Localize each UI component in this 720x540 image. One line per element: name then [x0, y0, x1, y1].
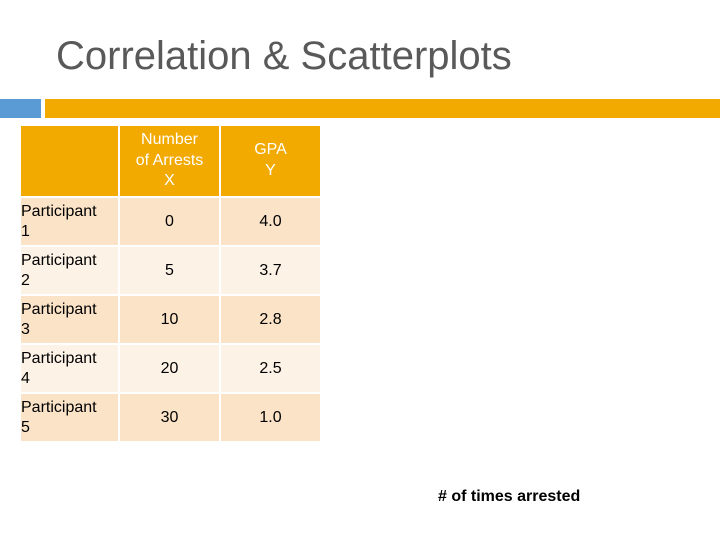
header-gpa-line2: Y — [265, 162, 276, 179]
arrests-value: 10 — [118, 294, 221, 345]
table-row: Participant 4 20 2.5 — [19, 343, 322, 394]
data-table: Number of Arrests X GPA Y Participant 1 … — [19, 124, 322, 443]
participant-label-line1: Participant — [21, 300, 97, 318]
participant-label: Participant 3 — [19, 294, 120, 345]
accent-bar-blue — [0, 99, 41, 118]
header-arrests: Number of Arrests X — [118, 124, 221, 198]
header-gpa: GPA Y — [219, 124, 322, 198]
gpa-value: 1.0 — [219, 392, 322, 443]
participant-label-line2: 4 — [21, 369, 30, 387]
header-gpa-line1: GPA — [254, 141, 287, 159]
table-row: Participant 3 10 2.8 — [19, 294, 322, 345]
accent-bar-orange — [45, 99, 720, 118]
participant-label-line1: Participant — [21, 251, 97, 269]
gpa-value: 2.5 — [219, 343, 322, 394]
header-arrests-line1: Number — [141, 130, 198, 148]
participant-label: Participant 2 — [19, 245, 120, 296]
table-row: Participant 5 30 1.0 — [19, 392, 322, 443]
gpa-value: 3.7 — [219, 245, 322, 296]
arrests-value: 5 — [118, 245, 221, 296]
participant-label-line1: Participant — [21, 202, 97, 220]
axis-caption: # of times arrested — [438, 488, 581, 505]
participant-label-line2: 1 — [21, 222, 30, 240]
header-empty-cell — [19, 124, 120, 198]
participant-label: Participant 1 — [19, 196, 120, 247]
header-arrests-line2: of Arrests — [135, 151, 204, 169]
participant-label: Participant 5 — [19, 392, 120, 443]
table-header-row: Number of Arrests X GPA Y — [19, 124, 322, 198]
participant-label: Participant 4 — [19, 343, 120, 394]
arrests-value: 0 — [118, 196, 221, 247]
table-row: Participant 2 5 3.7 — [19, 245, 322, 296]
arrests-value: 30 — [118, 392, 221, 443]
slide-title: Correlation & Scatterplots — [56, 34, 512, 78]
participant-label-line2: 2 — [21, 271, 30, 289]
participant-label-line1: Participant — [21, 398, 97, 416]
table-row: Participant 1 0 4.0 — [19, 196, 322, 247]
participant-label-line2: 5 — [21, 418, 30, 436]
participant-label-line1: Participant — [21, 349, 97, 367]
gpa-value: 2.8 — [219, 294, 322, 345]
header-arrests-line3: X — [164, 172, 175, 190]
participant-label-line2: 3 — [21, 320, 30, 338]
arrests-value: 20 — [118, 343, 221, 394]
gpa-value: 4.0 — [219, 196, 322, 247]
